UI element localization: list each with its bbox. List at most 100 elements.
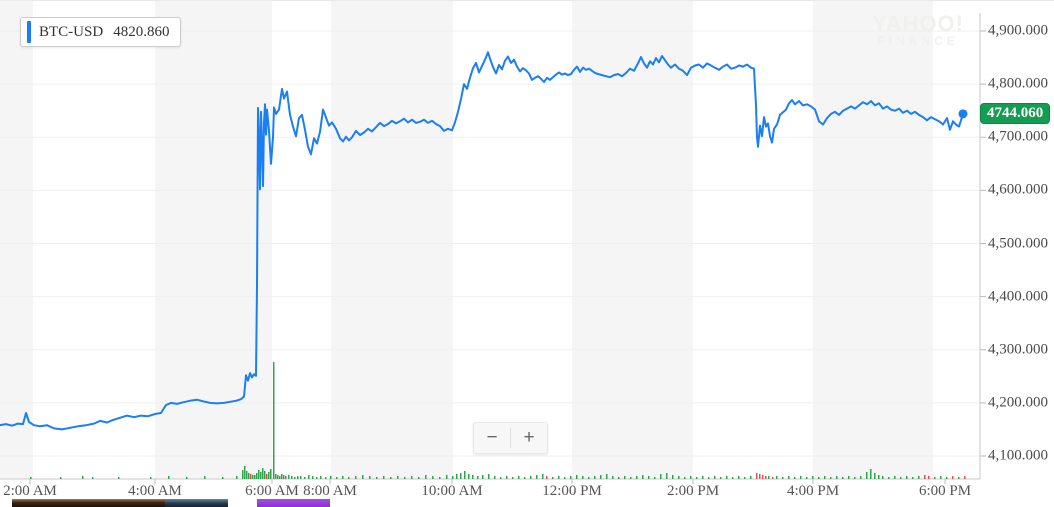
volume-bar <box>186 477 188 479</box>
volume-bar <box>912 477 914 479</box>
volume-bar <box>342 476 344 479</box>
volume-bar <box>824 476 826 479</box>
volume-bar <box>260 472 262 479</box>
volume-bar <box>946 477 948 479</box>
volume-bar <box>277 475 279 479</box>
volume-bar <box>588 477 590 479</box>
volume-bar <box>432 476 434 479</box>
volume-bar <box>256 473 258 479</box>
x-axis-label: 2:00 PM <box>666 483 720 499</box>
volume-bar <box>732 477 734 479</box>
volume-bar <box>258 470 260 479</box>
volume-bar <box>336 477 338 479</box>
volume-bar <box>300 476 302 479</box>
volume-bar <box>536 475 538 479</box>
volume-bar <box>924 475 926 479</box>
y-axis-label: 4,100.000 <box>988 447 1048 464</box>
volume-bar <box>404 477 406 479</box>
volume-bar <box>266 474 268 479</box>
volume-bar <box>714 476 716 479</box>
volume-bar <box>297 476 299 479</box>
volume-bar <box>60 477 62 479</box>
volume-bar <box>882 476 884 479</box>
volume-bar <box>460 473 462 479</box>
volume-bar <box>542 474 544 479</box>
background-band <box>155 1 272 479</box>
zoom-in-button[interactable]: + <box>511 423 547 453</box>
zoom-controls: − + <box>473 422 548 454</box>
volume-bar <box>204 476 206 479</box>
x-axis-label: 2:00 AM <box>3 483 57 499</box>
volume-bar <box>918 476 920 479</box>
volume-bar <box>482 475 484 479</box>
y-axis-label: 4,300.000 <box>988 341 1048 358</box>
volume-bar <box>776 476 778 479</box>
volume-bar <box>636 476 638 479</box>
volume-bar <box>618 477 620 479</box>
volume-bar <box>624 476 626 479</box>
volume-bar <box>806 477 808 479</box>
volume-bar <box>642 475 644 479</box>
y-axis-label: 4,900.000 <box>988 22 1048 39</box>
volume-bar <box>848 476 850 479</box>
volume-bar <box>30 477 32 479</box>
x-axis-label: 4:00 AM <box>128 483 182 499</box>
volume-bar <box>150 477 152 479</box>
volume-bar <box>800 476 802 479</box>
x-axis-label: 6:00 PM <box>918 483 972 499</box>
volume-bar <box>308 475 310 479</box>
volume-bar <box>348 477 350 479</box>
volume-bar <box>250 474 252 479</box>
volume-bar <box>690 476 692 479</box>
volume-bar <box>477 476 479 479</box>
volume-bar <box>606 474 608 479</box>
volume-bar <box>254 475 256 479</box>
thumbnail-dark-brown[interactable] <box>12 499 165 507</box>
x-axis-label: 8:00 AM <box>303 483 357 499</box>
background-band <box>0 1 33 479</box>
volume-bar <box>369 476 371 479</box>
volume-bar <box>439 477 441 479</box>
volume-bar <box>242 470 244 479</box>
volume-bar <box>762 475 764 479</box>
volume-bar <box>870 469 872 479</box>
volume-bar <box>854 477 856 479</box>
volume-bar <box>812 476 814 479</box>
symbol-tooltip: BTC-USD 4820.860 <box>20 17 182 47</box>
y-axis-label: 4,600.000 <box>988 181 1048 198</box>
volume-bar <box>168 476 170 479</box>
volume-bar <box>672 475 674 479</box>
volume-bar <box>425 475 427 479</box>
volume-bar <box>325 477 327 479</box>
volume-bar <box>456 474 458 479</box>
volume-bar <box>488 474 490 479</box>
volume-bar <box>92 477 94 479</box>
volume-bar <box>768 476 770 479</box>
volume-bar <box>576 475 578 479</box>
volume-bar <box>765 476 767 479</box>
zoom-controls-divider <box>510 428 511 448</box>
volume-bar <box>500 477 502 479</box>
volume-bar <box>666 473 668 479</box>
volume-bar <box>940 476 942 479</box>
volume-bar <box>830 477 832 479</box>
volume-bar <box>558 476 560 479</box>
volume-bar <box>279 476 281 479</box>
volume-bar <box>383 476 385 479</box>
volume-bar <box>512 477 514 479</box>
zoom-out-button[interactable]: − <box>474 423 510 453</box>
volume-bar <box>720 477 722 479</box>
volume-bar <box>518 476 520 479</box>
volume-bar <box>952 476 954 479</box>
thumbnail-dark-blue[interactable] <box>165 499 228 507</box>
volume-bar <box>468 474 470 479</box>
volume-bar <box>281 474 283 479</box>
volume-bar <box>894 476 896 479</box>
volume-bar <box>270 469 272 479</box>
thumbnail-purple[interactable] <box>257 499 330 507</box>
x-axis-label: 6:00 AM <box>245 483 299 499</box>
current-price-dot <box>958 109 968 119</box>
volume-bar <box>630 477 632 479</box>
